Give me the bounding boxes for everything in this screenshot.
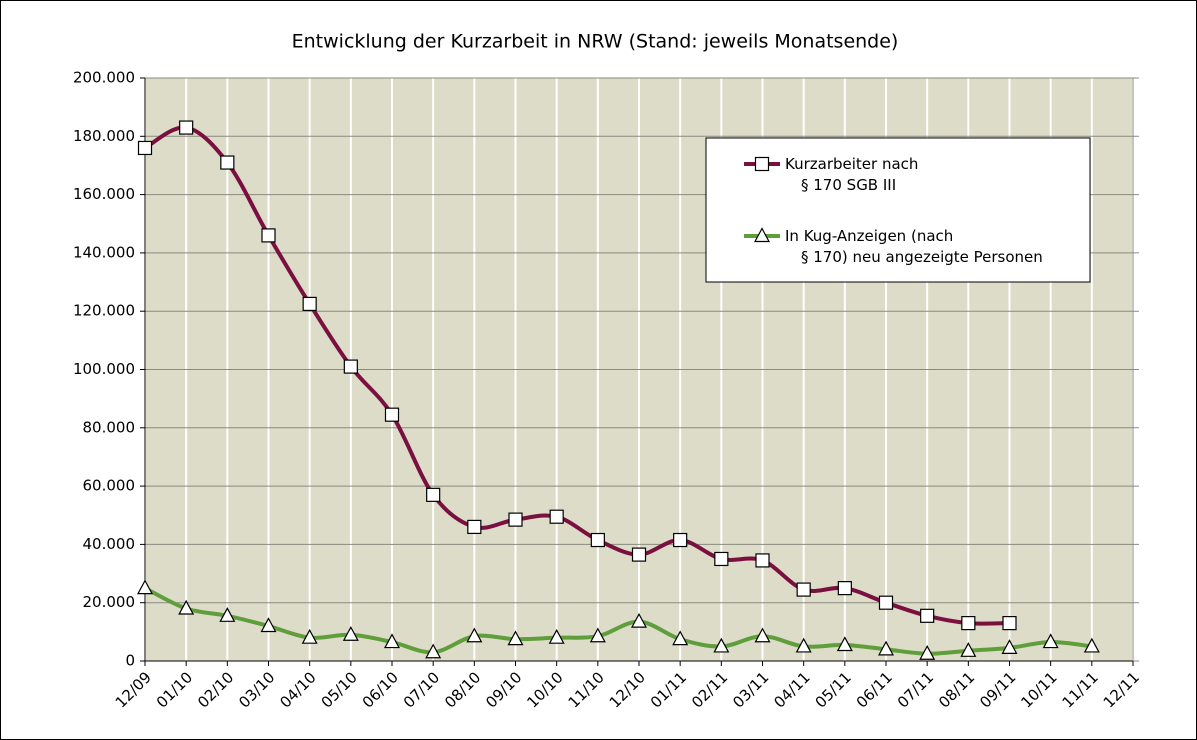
y-tick-label: 160.000	[73, 185, 135, 203]
marker	[342, 625, 359, 641]
marker	[178, 599, 195, 615]
legend-marker	[753, 227, 771, 243]
marker	[919, 644, 936, 660]
marker	[425, 643, 442, 659]
marker	[631, 547, 647, 562]
marker	[795, 637, 812, 653]
marker	[755, 553, 770, 568]
y-tick-label: 20.000	[83, 593, 136, 611]
marker	[301, 628, 318, 644]
marker	[714, 551, 729, 567]
legend-label: In Kug-Anzeigen (nach § 170) neu angezeig…	[785, 227, 1043, 266]
marker	[878, 595, 894, 610]
marker	[508, 512, 523, 527]
y-tick-label: 200.000	[73, 69, 135, 87]
y-tick-label: 100.000	[73, 360, 135, 378]
legend-label: Kurzarbeiter nach § 170 SGB III	[785, 155, 918, 194]
marker	[261, 228, 276, 243]
chart-title: Entwicklung der Kurzarbeit in NRW (Stand…	[292, 31, 899, 53]
y-tick-label: 40.000	[83, 535, 136, 553]
marker	[1001, 639, 1018, 654]
y-tick-label: 80.000	[83, 418, 136, 436]
marker	[549, 509, 564, 524]
y-tick-label: 60.000	[83, 477, 136, 495]
marker	[590, 532, 605, 548]
marker	[877, 640, 895, 656]
marker	[220, 155, 235, 170]
marker	[179, 120, 194, 135]
y-tick-label: 180.000	[73, 127, 135, 145]
marker	[467, 519, 482, 535]
legend-marker	[754, 156, 770, 172]
marker	[136, 579, 154, 595]
marker	[961, 616, 976, 631]
marker	[673, 532, 688, 548]
marker	[302, 296, 317, 312]
marker	[383, 633, 401, 649]
marker	[137, 140, 153, 156]
marker	[548, 628, 565, 644]
marker	[507, 630, 524, 646]
marker	[920, 608, 935, 623]
marker	[672, 630, 689, 646]
y-tick-label: 120.000	[73, 302, 135, 320]
marker	[1002, 616, 1017, 631]
marker	[713, 637, 730, 653]
marker	[426, 487, 441, 502]
marker	[754, 627, 771, 643]
marker	[960, 642, 977, 657]
marker	[630, 612, 648, 628]
marker	[343, 359, 358, 374]
marker	[219, 607, 236, 622]
marker	[1042, 633, 1059, 649]
marker	[796, 582, 811, 597]
marker	[836, 636, 853, 652]
marker	[589, 627, 606, 643]
y-tick-label: 0	[125, 652, 135, 670]
marker	[1083, 637, 1100, 653]
marker	[384, 407, 400, 422]
y-tick-label: 140.000	[73, 243, 135, 261]
marker	[837, 581, 852, 596]
marker	[466, 627, 483, 643]
marker	[260, 617, 277, 633]
